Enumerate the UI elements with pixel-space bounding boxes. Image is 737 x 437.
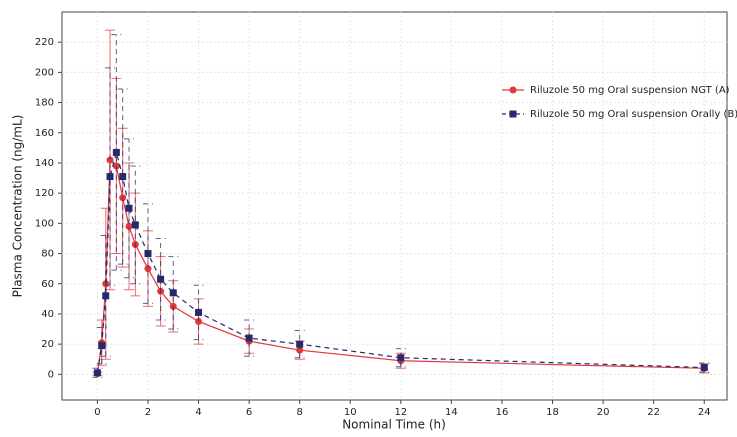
x-tick-label: 0 — [94, 407, 100, 418]
series-line — [96, 150, 705, 373]
x-tick-label: 8 — [296, 407, 302, 418]
y-tick-label: 0 — [48, 369, 54, 380]
marker — [195, 308, 203, 316]
x-tick-label: 4 — [195, 407, 201, 418]
marker — [144, 265, 152, 273]
marker — [144, 250, 152, 258]
legend-marker — [509, 110, 517, 118]
y-tick-label: 60 — [41, 279, 54, 290]
marker — [169, 289, 177, 297]
marker — [125, 204, 133, 212]
marker — [112, 162, 120, 170]
marker — [245, 334, 253, 342]
y-tick-label: 160 — [35, 128, 54, 139]
y-tick-label: 140 — [35, 158, 54, 169]
y-tick-label: 100 — [35, 218, 54, 229]
error-bar — [124, 138, 135, 279]
y-tick-label: 20 — [41, 339, 54, 350]
y-tick-label: 80 — [41, 249, 54, 260]
y-tick-label: 220 — [35, 37, 54, 48]
x-tick-label: 22 — [647, 407, 660, 418]
x-tick-label: 16 — [496, 407, 509, 418]
x-tick-label: 12 — [394, 407, 407, 418]
y-axis-label: Plasma Concentration (ng/mL) — [11, 115, 25, 298]
error-bar — [117, 88, 128, 265]
marker — [131, 221, 139, 229]
x-axis-label: Nominal Time (h) — [342, 418, 446, 432]
y-tick-label: 120 — [35, 188, 54, 199]
y-tick-label: 40 — [41, 309, 54, 320]
y-tick-label: 200 — [35, 67, 54, 78]
x-tick-label: 6 — [246, 407, 252, 418]
legend-marker — [509, 86, 517, 94]
x-tick-label: 18 — [546, 407, 559, 418]
x-tick-label: 10 — [344, 407, 357, 418]
marker — [119, 173, 127, 181]
marker — [296, 346, 304, 354]
marker — [98, 342, 106, 350]
marker — [112, 148, 120, 156]
x-tick-label: 24 — [698, 407, 711, 418]
marker — [700, 364, 708, 372]
marker — [106, 156, 114, 164]
error-bar — [100, 234, 111, 357]
marker — [125, 222, 133, 230]
y-tick-label: 180 — [35, 98, 54, 109]
series-line — [96, 158, 705, 374]
marker — [93, 369, 101, 377]
marker — [296, 340, 304, 348]
legend-label: Riluzole 50 mg Oral suspension Orally (B… — [530, 109, 737, 120]
marker — [397, 354, 405, 362]
x-tick-label: 2 — [145, 407, 151, 418]
marker — [102, 292, 110, 300]
plot-frame — [61, 11, 728, 401]
x-tick-label: 14 — [445, 407, 458, 418]
marker — [157, 275, 165, 283]
x-tick-label: 20 — [597, 407, 610, 418]
marker — [106, 173, 114, 181]
legend-label: Riluzole 50 mg Oral suspension NGT (A) — [530, 85, 730, 96]
